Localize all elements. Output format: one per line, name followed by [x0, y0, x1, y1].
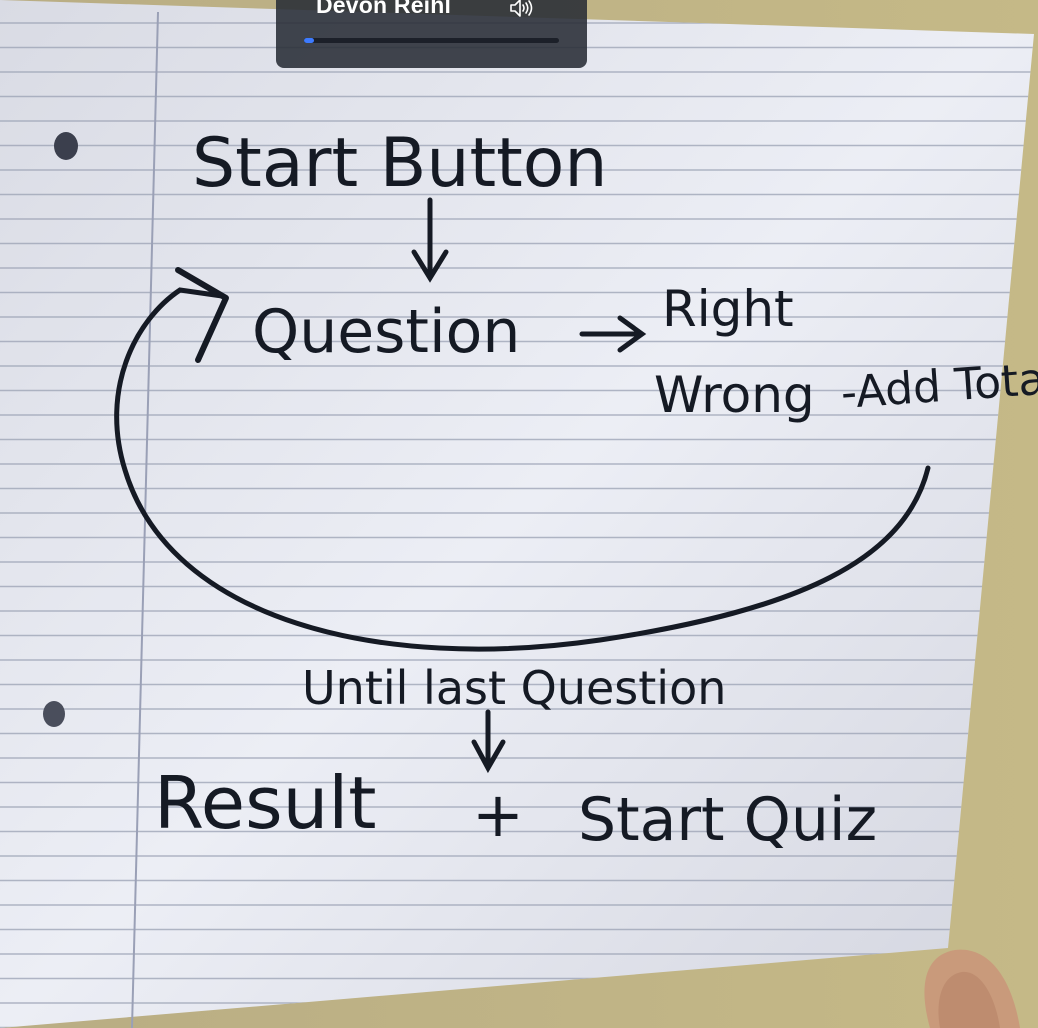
- until-last-question-text: Until last Question: [302, 661, 726, 715]
- right-text: Right: [662, 280, 794, 338]
- margin-line: [131, 11, 159, 1028]
- wrong-text: Wrong: [654, 366, 815, 424]
- audio-level-fill: [304, 38, 315, 43]
- start-button-text: Start Button: [192, 124, 608, 203]
- loop-arrowhead-icon: [175, 267, 229, 363]
- audio-level-track: [304, 38, 559, 43]
- arrow-right-icon: [579, 315, 647, 353]
- result-text: Result: [154, 761, 376, 845]
- start-quiz-text: Start Quiz: [578, 785, 877, 855]
- participant-name: Devon Reihl: [316, 0, 452, 18]
- arrow-down-icon: [411, 197, 449, 283]
- participant-overlay: Devon Reihl: [276, 0, 587, 68]
- arrow-down-icon: [471, 709, 506, 774]
- and-text: +: [472, 778, 524, 851]
- punch-hole: [43, 701, 65, 727]
- punch-hole: [54, 132, 78, 160]
- loop-arrow: [114, 287, 931, 652]
- question-text: Question: [252, 297, 520, 367]
- speaker-volume-icon[interactable]: [509, 0, 535, 18]
